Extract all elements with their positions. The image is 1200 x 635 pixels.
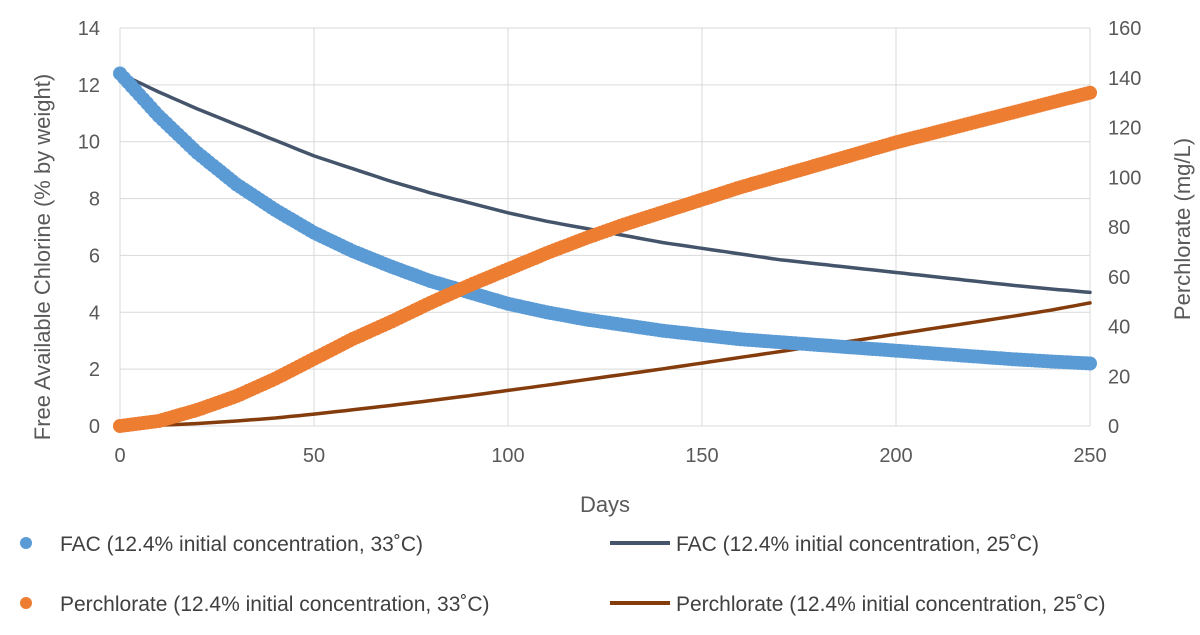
plot-area: [113, 66, 1097, 433]
legend-label-fac-33: FAC (12.4% initial concentration, 33˚C): [60, 533, 423, 556]
x-tick-label: 150: [685, 445, 718, 467]
series-line: [118, 71, 1092, 295]
y2-tick-label: 100: [1108, 167, 1141, 189]
data-point: [1083, 356, 1097, 371]
y-tick-label: 4: [89, 302, 100, 324]
legend-marker-fac-33: [20, 537, 32, 549]
y2-tick-label: 60: [1108, 267, 1130, 289]
y2-tick-label: 120: [1108, 118, 1141, 140]
legend-label-fac-25: FAC (12.4% initial concentration, 25˚C): [676, 533, 1039, 556]
y-axis-title: Free Available Chlorine (% by weight): [30, 74, 55, 440]
legend-label-perchlorate-25: Perchlorate (12.4% initial concentration…: [676, 593, 1106, 616]
y-tick-label: 6: [89, 245, 100, 267]
y-tick-label: 2: [89, 359, 100, 381]
x-tick-label: 250: [1073, 445, 1106, 467]
y2-tick-label: 0: [1108, 416, 1119, 438]
y2-tick-label: 140: [1108, 68, 1141, 90]
y-tick-label: 14: [78, 18, 100, 40]
legend: FAC (12.4% initial concentration, 33˚C) …: [20, 533, 1106, 616]
data-point: [1083, 85, 1097, 100]
legend-item-perchlorate-33[interactable]: Perchlorate (12.4% initial concentration…: [20, 593, 490, 616]
legend-item-fac-25[interactable]: FAC (12.4% initial concentration, 25˚C): [610, 533, 1039, 556]
x-tick-label: 50: [303, 445, 325, 467]
series-fac-12-4-initial-concentration-25-c: [118, 71, 1092, 295]
y-tick-label: 12: [78, 75, 100, 97]
series-line: [118, 301, 1092, 428]
legend-item-fac-33[interactable]: FAC (12.4% initial concentration, 33˚C): [20, 533, 423, 556]
y-tick-label: 0: [89, 416, 100, 438]
x-tick-label: 200: [879, 445, 912, 467]
tick-labels: 0 50 100 150 200 2500246810121402040608010012…: [78, 18, 1142, 467]
y-tick-label: 8: [89, 189, 100, 211]
x-tick-label: 0: [114, 445, 125, 467]
y2-tick-label: 40: [1108, 317, 1130, 339]
y-tick-label: 10: [78, 132, 100, 154]
series-perchlorate-12-4-initial-concentration-33-c: [113, 85, 1097, 433]
y2-tick-label: 80: [1108, 217, 1130, 239]
series-fac-12-4-initial-concentration-33-c: [113, 66, 1097, 371]
y2-tick-label: 160: [1108, 18, 1141, 40]
y2-tick-label: 20: [1108, 366, 1130, 388]
x-axis-title: Days: [580, 492, 630, 517]
y2-axis-title: Perchlorate (mg/L): [1170, 138, 1195, 320]
legend-marker-perchlorate-33: [20, 597, 32, 609]
legend-item-perchlorate-25[interactable]: Perchlorate (12.4% initial concentration…: [610, 593, 1106, 616]
legend-label-perchlorate-33: Perchlorate (12.4% initial concentration…: [60, 593, 490, 616]
x-tick-label: 100: [491, 445, 524, 467]
